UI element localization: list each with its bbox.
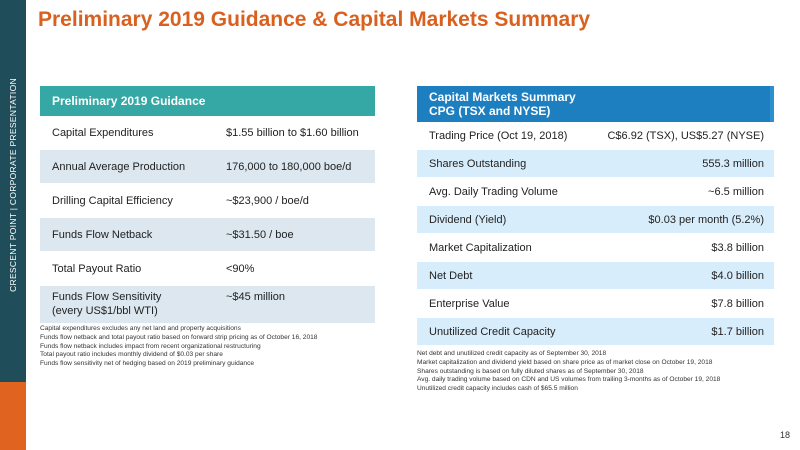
row-label: Shares Outstanding bbox=[429, 157, 527, 170]
footnote: Market capitalization and dividend yield… bbox=[417, 358, 713, 366]
table-row: Market Capitalization $3.8 billion bbox=[417, 234, 774, 262]
row-value: ~$23,900 / boe/d bbox=[226, 194, 309, 207]
row-label: Trading Price (Oct 19, 2018) bbox=[429, 129, 568, 142]
footnote: Shares outstanding is based on fully dil… bbox=[417, 367, 644, 375]
row-label: Total Payout Ratio bbox=[52, 262, 142, 275]
page-title: Preliminary 2019 Guidance & Capital Mark… bbox=[38, 8, 591, 31]
row-label: Unutilized Credit Capacity bbox=[429, 325, 556, 338]
row-value: $1.7 billion bbox=[711, 325, 764, 338]
row-value: $1.55 billion to $1.60 billion bbox=[226, 126, 359, 139]
row-label: Enterprise Value bbox=[429, 297, 510, 310]
footnote: Net debt and unutilized credit capacity … bbox=[417, 350, 607, 357]
capital-markets-footnotes: Net debt and unutilized credit capacity … bbox=[417, 350, 720, 394]
guidance-table: Preliminary 2019 Guidance Capital Expend… bbox=[40, 86, 375, 324]
row-value: ~$31.50 / boe bbox=[226, 228, 294, 241]
row-label-line: Funds Flow Sensitivity bbox=[52, 291, 162, 303]
table-row: Avg. Daily Trading Volume ~6.5 million bbox=[417, 178, 774, 206]
footnote: Total payout ratio includes monthly divi… bbox=[40, 351, 223, 359]
row-label: Net Debt bbox=[429, 269, 473, 282]
header-line: CPG (TSX and NYSE) bbox=[429, 104, 551, 118]
row-label: Funds Flow Sensitivity (every US$1/bbl W… bbox=[40, 290, 226, 318]
header-line: Capital Markets Summary bbox=[429, 90, 576, 104]
row-label: Market Capitalization bbox=[429, 241, 532, 254]
row-value: 176,000 to 180,000 boe/d bbox=[226, 160, 352, 173]
row-label: Funds Flow Netback bbox=[52, 228, 153, 241]
footnote: Funds flow sensitivity net of hedging ba… bbox=[40, 360, 255, 368]
row-value: $0.03 per month (5.2%) bbox=[648, 213, 764, 226]
guidance-table-header: Preliminary 2019 Guidance bbox=[40, 86, 375, 116]
table-row: Drilling Capital Efficiency ~$23,900 / b… bbox=[40, 184, 375, 218]
table-row: Annual Average Production 176,000 to 180… bbox=[40, 150, 375, 184]
table-row: Trading Price (Oct 19, 2018) C$6.92 (TSX… bbox=[417, 122, 774, 150]
footnote: Avg. daily trading volume based on CDN a… bbox=[417, 376, 721, 384]
row-label: Avg. Daily Trading Volume bbox=[429, 185, 558, 198]
sidebar-label: CRESCENT POINT | CORPORATE PRESENTATION bbox=[8, 78, 18, 292]
table-row: Shares Outstanding 555.3 million bbox=[417, 150, 774, 178]
row-label: Dividend (Yield) bbox=[429, 213, 507, 226]
row-value: ~$45 million bbox=[226, 291, 286, 303]
page-number: 18 bbox=[779, 430, 790, 440]
row-value: $7.8 billion bbox=[711, 297, 764, 310]
table-row: Funds Flow Sensitivity (every US$1/bbl W… bbox=[40, 286, 375, 324]
table-row: Unutilized Credit Capacity $1.7 billion bbox=[417, 318, 774, 346]
row-value: C$6.92 (TSX), US$5.27 (NYSE) bbox=[607, 129, 764, 142]
sidebar-accent bbox=[0, 382, 26, 450]
footnote: Funds flow netback and total payout rati… bbox=[40, 333, 318, 341]
row-label: Capital Expenditures bbox=[52, 126, 154, 139]
table-row: Funds Flow Netback ~$31.50 / boe bbox=[40, 218, 375, 252]
sidebar: CRESCENT POINT | CORPORATE PRESENTATION bbox=[0, 0, 26, 450]
capital-markets-table: Capital Markets Summary CPG (TSX and NYS… bbox=[417, 86, 774, 346]
table-row: Capital Expenditures $1.55 billion to $1… bbox=[40, 116, 375, 150]
footnote: Capital expenditures excludes any net la… bbox=[40, 325, 241, 332]
guidance-footnotes: Capital expenditures excludes any net la… bbox=[40, 325, 317, 369]
row-label: Drilling Capital Efficiency bbox=[52, 194, 173, 207]
capital-markets-table-header: Capital Markets Summary CPG (TSX and NYS… bbox=[417, 86, 774, 122]
table-row: Total Payout Ratio <90% bbox=[40, 252, 375, 286]
row-value: $3.8 billion bbox=[711, 241, 764, 254]
row-label-line: (every US$1/bbl WTI) bbox=[52, 305, 158, 317]
table-row: Enterprise Value $7.8 billion bbox=[417, 290, 774, 318]
row-value: 555.3 million bbox=[702, 157, 764, 170]
table-row: Dividend (Yield) $0.03 per month (5.2%) bbox=[417, 206, 774, 234]
table-row: Net Debt $4.0 billion bbox=[417, 262, 774, 290]
row-value: ~6.5 million bbox=[708, 185, 764, 198]
row-value: <90% bbox=[226, 262, 255, 275]
row-label: Annual Average Production bbox=[52, 160, 186, 173]
footnote: Funds flow netback includes impact from … bbox=[40, 342, 261, 350]
row-value: $4.0 billion bbox=[711, 269, 764, 282]
footnote: Unutilized credit capacity includes cash… bbox=[417, 385, 578, 393]
